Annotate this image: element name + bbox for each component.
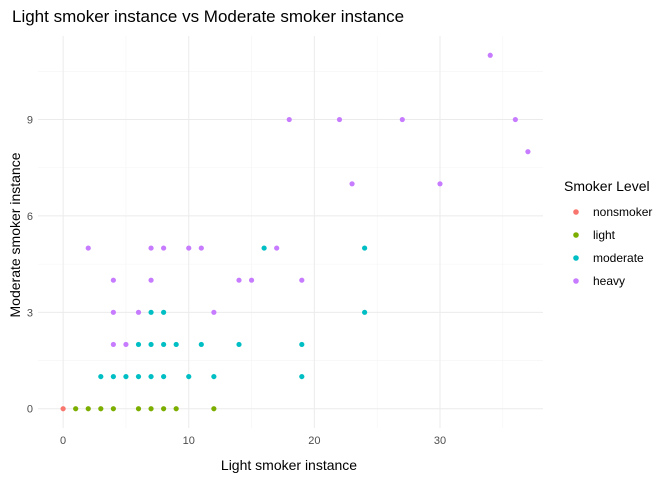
x-tick-label: 20 [308, 435, 320, 447]
legend-key-moderate [573, 255, 579, 261]
legend-label-moderate: moderate [593, 251, 644, 265]
data-point-moderate [161, 341, 167, 348]
data-point-heavy [274, 245, 280, 251]
data-point-moderate [186, 373, 192, 380]
legend-label-nonsmoker: nonsmoker [593, 205, 652, 219]
y-axis-title: Moderate smoker instance [7, 152, 23, 317]
major-gridlines [38, 36, 543, 428]
data-point-heavy [161, 245, 167, 251]
legend: Smoker Level nonsmoker light moderate heavy [564, 178, 652, 288]
data-point-moderate [161, 373, 167, 380]
data-point-heavy [186, 245, 192, 251]
legend-title: Smoker Level [564, 178, 650, 194]
x-tick-label: 10 [183, 435, 195, 447]
data-point-heavy [336, 116, 343, 123]
data-point-moderate [198, 341, 204, 348]
minor-gridlines [38, 36, 543, 428]
data-point-heavy [110, 277, 116, 283]
data-point-light [98, 406, 104, 412]
legend-label-heavy: heavy [593, 274, 625, 288]
data-point-moderate [299, 341, 305, 348]
data-point-light [135, 406, 142, 412]
data-point-heavy [148, 277, 154, 283]
data-point-light [173, 406, 179, 412]
data-point-light [85, 406, 91, 412]
legend-items: nonsmoker light moderate heavy [573, 205, 652, 288]
legend-key-light [573, 232, 579, 238]
data-point-heavy [135, 309, 142, 315]
y-tick-label: 9 [27, 115, 33, 127]
y-tick-label: 3 [27, 307, 33, 319]
data-point-heavy [286, 116, 292, 123]
y-axis-ticks: 0 3 6 9 [27, 115, 33, 416]
data-point-heavy [525, 149, 531, 155]
data-point-moderate [98, 373, 104, 380]
data-point-moderate [236, 341, 242, 348]
data-point-heavy [110, 309, 116, 315]
data-point-moderate [135, 373, 142, 380]
legend-label-light: light [593, 228, 616, 242]
legend-key-nonsmoker [573, 209, 579, 215]
x-axis-title: Light smoker instance [221, 457, 357, 473]
data-point-heavy [299, 277, 305, 283]
data-point-moderate [123, 373, 129, 380]
data-point-heavy [437, 181, 443, 187]
plot-panel [38, 36, 543, 428]
data-point-moderate [362, 309, 368, 315]
data-point-light [161, 406, 167, 412]
data-point-moderate [110, 373, 116, 380]
data-point-heavy [236, 277, 242, 283]
chart-title: Light smoker instance vs Moderate smoker… [12, 7, 404, 26]
data-point-moderate [261, 245, 267, 251]
data-point-heavy [487, 52, 493, 58]
x-tick-label: 0 [60, 435, 66, 447]
y-tick-label: 0 [27, 404, 33, 416]
data-point-heavy [198, 245, 204, 251]
data-points [60, 52, 531, 412]
data-point-heavy [85, 245, 91, 251]
data-point-light [110, 406, 116, 412]
y-tick-label: 6 [27, 211, 33, 223]
data-point-moderate [211, 373, 217, 380]
data-point-heavy [123, 341, 129, 348]
legend-key-heavy [573, 278, 579, 284]
data-point-light [73, 406, 79, 412]
data-point-heavy [248, 277, 255, 283]
data-point-moderate [135, 341, 142, 348]
x-axis-ticks: 0 10 20 30 [60, 435, 446, 447]
data-point-moderate [161, 309, 167, 315]
data-point-nonsmoker [60, 406, 66, 412]
data-point-moderate [173, 341, 179, 348]
data-point-light [148, 406, 154, 412]
x-tick-label: 30 [434, 435, 446, 447]
data-point-heavy [512, 116, 518, 123]
data-point-moderate [148, 341, 154, 348]
data-point-heavy [349, 181, 355, 187]
data-point-light [211, 406, 217, 412]
data-point-moderate [148, 309, 154, 315]
data-point-moderate [148, 373, 154, 380]
data-point-moderate [362, 245, 368, 251]
data-point-heavy [399, 116, 405, 123]
data-point-moderate [299, 373, 305, 380]
data-point-heavy [148, 245, 154, 251]
data-point-heavy [211, 309, 217, 315]
data-point-heavy [110, 341, 116, 348]
